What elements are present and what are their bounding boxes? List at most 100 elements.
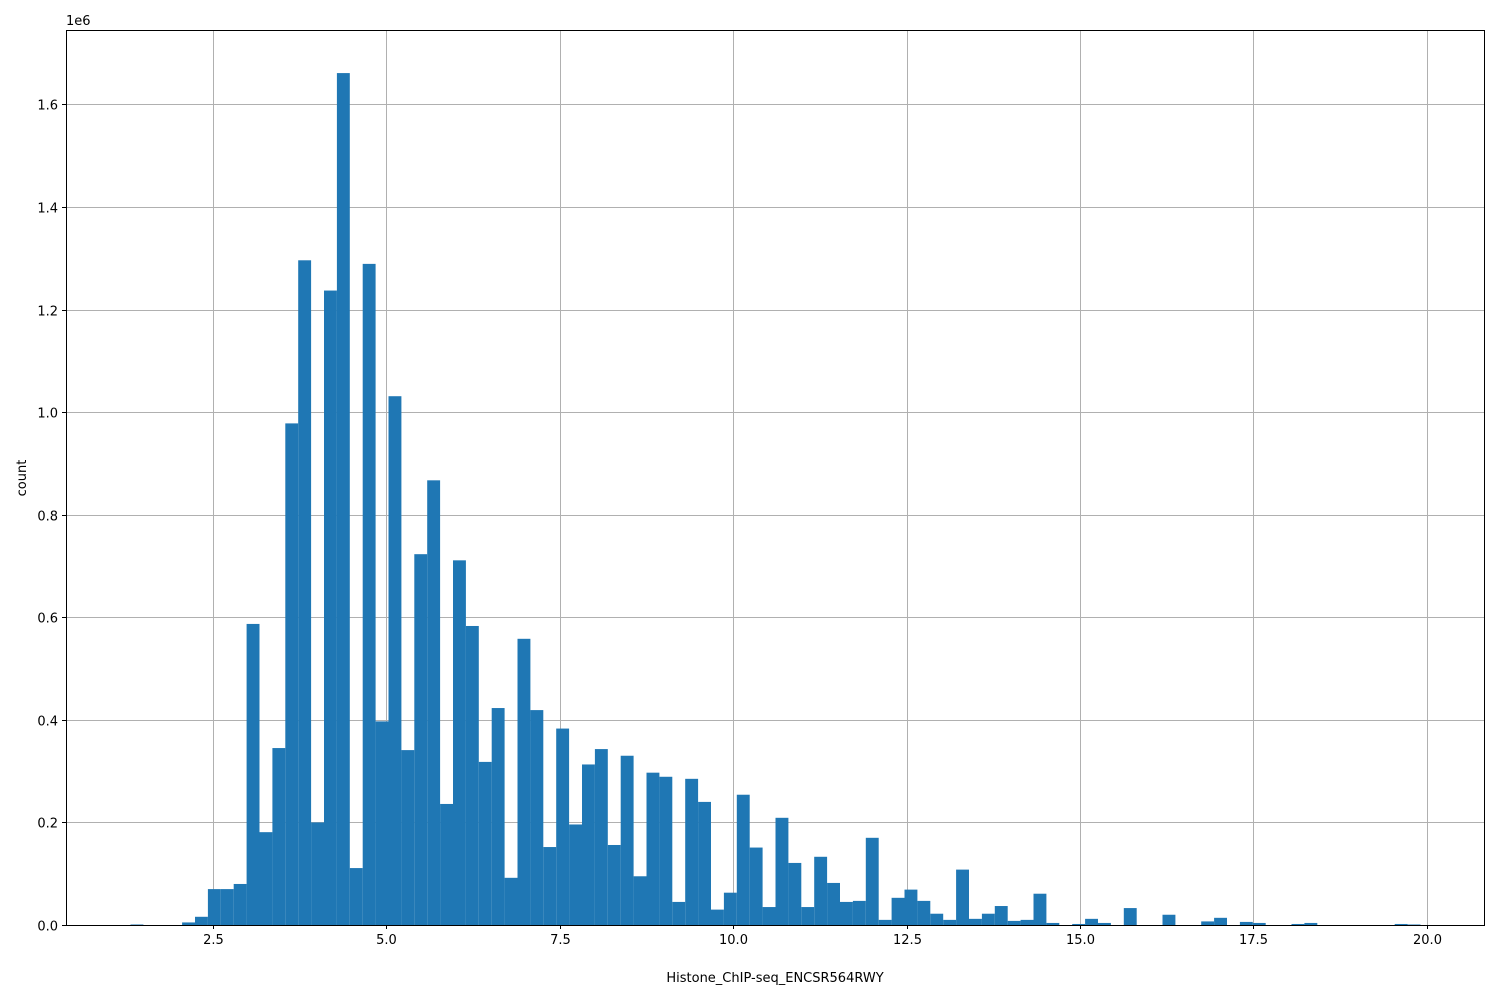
y-offset-text: 1e6 <box>66 14 91 29</box>
histogram-bar <box>1407 924 1421 925</box>
histogram-bar <box>891 897 905 925</box>
histogram-bar <box>981 913 995 925</box>
histogram-bar <box>994 906 1008 925</box>
histogram-bar <box>801 907 815 925</box>
histogram-bar <box>246 623 260 925</box>
histogram-bar <box>388 396 402 925</box>
histogram-bar <box>453 560 466 925</box>
histogram-bar <box>465 625 479 925</box>
histogram-bar <box>220 889 234 925</box>
x-tick-label: 7.5 <box>550 933 571 948</box>
bars <box>130 73 1421 926</box>
histogram-bar <box>207 889 221 925</box>
histogram-bar <box>478 761 492 925</box>
histogram-bar <box>840 901 853 925</box>
histogram-bar <box>375 721 389 925</box>
histogram-bar <box>517 638 531 925</box>
y-tick-label: 1.2 <box>37 305 58 320</box>
x-tick-label: 5.0 <box>376 933 397 948</box>
x-tick-label: 10.0 <box>719 933 748 948</box>
histogram-bar <box>1252 922 1266 925</box>
x-ticks: 2.5 5.0 7.5 10.0 12.5 15.0 17.5 20.0 <box>203 925 1442 948</box>
histogram-bar <box>646 772 660 925</box>
x-axis-label: Histone_ChIP-seq_ENCSR564RWY <box>666 971 883 986</box>
histogram-bar <box>1072 923 1086 925</box>
histogram-bar <box>749 847 763 925</box>
histogram-bar <box>401 750 415 925</box>
histogram-bar <box>865 837 879 925</box>
histogram-bar <box>311 822 324 925</box>
histogram-bar <box>1098 922 1111 925</box>
histogram-bar <box>943 919 957 925</box>
histogram-bar <box>1394 923 1408 925</box>
histogram-bar <box>956 869 969 925</box>
histogram-bar <box>504 877 518 925</box>
x-tick-label: 17.5 <box>1239 933 1268 948</box>
histogram-bar <box>917 900 931 925</box>
axes-frame <box>66 30 1485 926</box>
histogram-bar <box>904 889 918 925</box>
histogram-bar <box>723 892 737 925</box>
histogram-bar <box>556 728 570 925</box>
histogram-bar <box>1201 921 1215 925</box>
histogram-bar <box>1020 919 1034 925</box>
histogram-bar <box>285 423 299 925</box>
histogram-bar <box>814 856 828 925</box>
y-tick-label: 0.8 <box>37 510 58 525</box>
x-tick-label: 2.5 <box>203 933 224 948</box>
histogram-bar <box>1085 918 1098 925</box>
histogram-bar <box>1033 893 1047 925</box>
histogram-bar <box>736 794 750 925</box>
histogram-bar <box>1214 917 1227 925</box>
histogram-bar <box>620 755 634 925</box>
histogram-bar <box>362 263 376 926</box>
x-tick-label: 15.0 <box>1066 933 1095 948</box>
histogram-bar <box>582 764 595 925</box>
histogram-bar <box>1291 923 1305 925</box>
y-ticks: 0.0 0.2 0.4 0.6 0.8 1.0 1.2 1.4 1.6 <box>37 99 66 935</box>
histogram-bar <box>1046 922 1060 925</box>
histogram-bar <box>762 907 776 925</box>
histogram-bar <box>298 260 312 925</box>
histogram-bar <box>711 909 724 925</box>
histogram-bar <box>543 847 557 925</box>
histogram-bar <box>775 817 789 925</box>
histogram-bar <box>607 844 621 925</box>
histogram-bar <box>259 832 273 925</box>
histogram-bar <box>272 748 286 925</box>
histogram-bar <box>1162 914 1176 925</box>
y-tick-label: 1.4 <box>37 202 58 217</box>
histogram-bar <box>440 803 453 925</box>
histogram-bar <box>130 924 144 925</box>
histogram-bar <box>672 901 686 925</box>
y-tick-label: 0.4 <box>37 715 58 730</box>
histogram-bar <box>930 913 944 925</box>
histogram-bar <box>349 868 363 925</box>
y-tick-label: 0.2 <box>37 817 58 832</box>
y-tick-label: 0.0 <box>37 920 58 935</box>
y-axis-label: count <box>15 460 30 497</box>
histogram-bar <box>530 710 544 925</box>
histogram-bar <box>594 749 608 925</box>
histogram-bar <box>233 883 247 925</box>
histogram-bar <box>698 801 711 925</box>
histogram-bar <box>569 824 582 925</box>
histogram-bar <box>878 919 892 925</box>
histogram-bar <box>969 918 982 925</box>
histogram-bar <box>827 882 840 925</box>
x-tick-label: 12.5 <box>893 933 922 948</box>
histogram-bar <box>788 862 802 925</box>
x-tick-label: 20.0 <box>1413 933 1442 948</box>
histogram-bar <box>685 778 699 925</box>
histogram-bar <box>659 776 673 925</box>
histogram-bar <box>852 900 866 925</box>
histogram-bar <box>1239 921 1253 925</box>
histogram-bar <box>414 554 428 925</box>
y-tick-label: 1.0 <box>37 407 58 422</box>
histogram-bar <box>182 922 195 925</box>
histogram-bar <box>427 480 441 925</box>
histogram-bar <box>336 73 350 926</box>
y-tick-label: 1.6 <box>37 99 58 114</box>
histogram-bar <box>195 916 208 925</box>
